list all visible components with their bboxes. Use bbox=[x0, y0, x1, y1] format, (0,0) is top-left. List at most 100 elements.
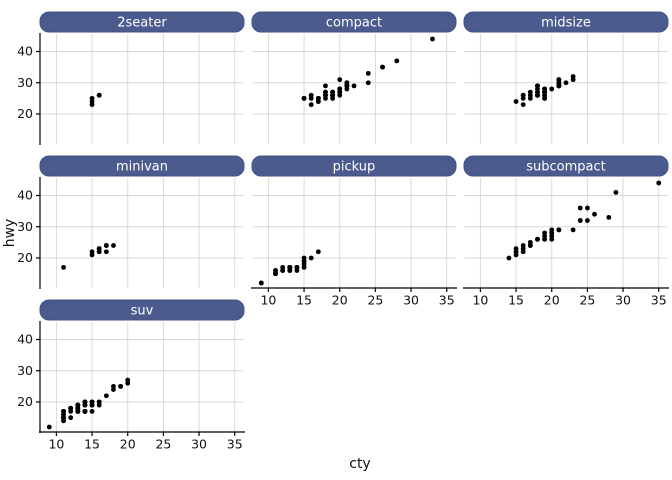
facet-strip-label: midsize bbox=[541, 16, 591, 31]
data-point bbox=[506, 255, 512, 261]
facet-panel bbox=[252, 178, 456, 288]
facet-panel bbox=[464, 34, 668, 144]
data-point bbox=[103, 243, 109, 248]
facet-strip-label: minivan bbox=[116, 160, 168, 175]
data-point bbox=[513, 249, 519, 255]
data-point bbox=[301, 95, 307, 101]
y-axis-tick-label: 20 bbox=[17, 250, 33, 265]
data-point bbox=[61, 264, 66, 270]
facet-strip-label: subcompact bbox=[526, 160, 606, 175]
x-axis-tick-label: 30 bbox=[191, 437, 207, 452]
data-point bbox=[570, 227, 576, 233]
data-point bbox=[323, 95, 328, 101]
facet-strip bbox=[39, 11, 245, 33]
y-axis-tick-label: 20 bbox=[17, 106, 33, 121]
facet-pickup: pickup 10 15 20 25 30 35 bbox=[251, 155, 457, 308]
facet-strip bbox=[463, 155, 669, 177]
data-point bbox=[563, 80, 569, 86]
data-point bbox=[520, 102, 526, 108]
y-axis-tick-label: 30 bbox=[17, 219, 33, 234]
data-point bbox=[542, 230, 548, 236]
x-axis-tick-label: 10 bbox=[472, 293, 488, 308]
data-point bbox=[337, 92, 343, 98]
x-axis-tick-label: 25 bbox=[155, 437, 171, 452]
data-point bbox=[103, 393, 109, 399]
y-axis-tick-label: 30 bbox=[17, 363, 33, 378]
y-axis-tick-label: 40 bbox=[17, 188, 33, 203]
y-axis-tick-label: 40 bbox=[17, 332, 33, 347]
data-point bbox=[315, 249, 321, 255]
data-point bbox=[96, 246, 102, 252]
data-point bbox=[125, 377, 131, 383]
data-point bbox=[308, 95, 314, 101]
data-point bbox=[96, 92, 102, 98]
data-point bbox=[308, 102, 314, 108]
facet-compact: compact bbox=[251, 11, 457, 144]
data-point bbox=[520, 92, 526, 98]
data-point bbox=[344, 86, 350, 92]
data-point bbox=[103, 249, 109, 255]
data-point bbox=[394, 58, 400, 64]
data-point bbox=[258, 280, 264, 286]
data-point bbox=[323, 83, 328, 89]
data-point bbox=[592, 211, 597, 217]
data-point bbox=[513, 99, 519, 104]
data-point bbox=[549, 86, 555, 92]
data-point bbox=[656, 180, 662, 186]
x-axis-tick-label: 15 bbox=[296, 293, 312, 308]
facet-strip-label: suv bbox=[131, 304, 154, 319]
data-point bbox=[75, 405, 81, 411]
data-point bbox=[606, 214, 612, 220]
data-point bbox=[308, 255, 314, 261]
x-axis-tick-label: 35 bbox=[651, 293, 667, 308]
x-axis-tick-label: 10 bbox=[260, 293, 276, 308]
data-point bbox=[68, 415, 74, 421]
data-point bbox=[549, 236, 555, 242]
data-point bbox=[430, 36, 435, 42]
data-point bbox=[613, 189, 619, 195]
data-point bbox=[584, 205, 590, 211]
facet-panel bbox=[40, 34, 244, 144]
x-axis-tick-label: 30 bbox=[403, 293, 419, 308]
data-point bbox=[323, 89, 328, 95]
y-axis-tick-label: 40 bbox=[17, 44, 33, 59]
facet-strip-label: 2seater bbox=[117, 16, 167, 31]
data-point bbox=[89, 399, 95, 405]
data-point bbox=[542, 86, 548, 92]
data-point bbox=[280, 264, 286, 270]
data-point bbox=[535, 92, 540, 98]
x-axis-tick-label: 25 bbox=[579, 293, 595, 308]
data-point bbox=[577, 218, 583, 223]
facet-strip bbox=[463, 11, 669, 33]
facet-minivan: minivan 20 30 40 bbox=[17, 155, 245, 289]
facet-strip bbox=[39, 299, 245, 321]
facet-panel bbox=[40, 322, 244, 432]
data-point bbox=[82, 408, 88, 414]
data-point bbox=[294, 264, 300, 270]
y-axis-title: hwy bbox=[2, 219, 18, 248]
data-point bbox=[570, 74, 576, 79]
facet-strip-label: pickup bbox=[333, 160, 376, 175]
data-point bbox=[89, 408, 95, 414]
x-axis-tick-label: 20 bbox=[332, 293, 348, 308]
data-point bbox=[556, 83, 562, 89]
data-point bbox=[68, 405, 74, 411]
x-axis-tick-label: 35 bbox=[227, 437, 243, 452]
data-point bbox=[337, 77, 343, 83]
x-axis-tick-label: 35 bbox=[439, 293, 455, 308]
data-point bbox=[365, 70, 371, 76]
data-point bbox=[365, 80, 371, 86]
data-point bbox=[89, 95, 95, 101]
data-point bbox=[577, 205, 583, 211]
data-point bbox=[351, 83, 357, 89]
data-point bbox=[301, 261, 307, 267]
x-axis-tick-label: 20 bbox=[544, 293, 560, 308]
data-point bbox=[111, 243, 116, 248]
facet-strip bbox=[251, 155, 457, 177]
x-axis-tick-label: 15 bbox=[84, 437, 100, 452]
data-point bbox=[287, 264, 293, 270]
facet-2seater: 2seater 20 30 40 bbox=[17, 11, 245, 145]
facet-panel bbox=[464, 178, 668, 288]
x-axis-tick-label: 25 bbox=[367, 293, 383, 308]
